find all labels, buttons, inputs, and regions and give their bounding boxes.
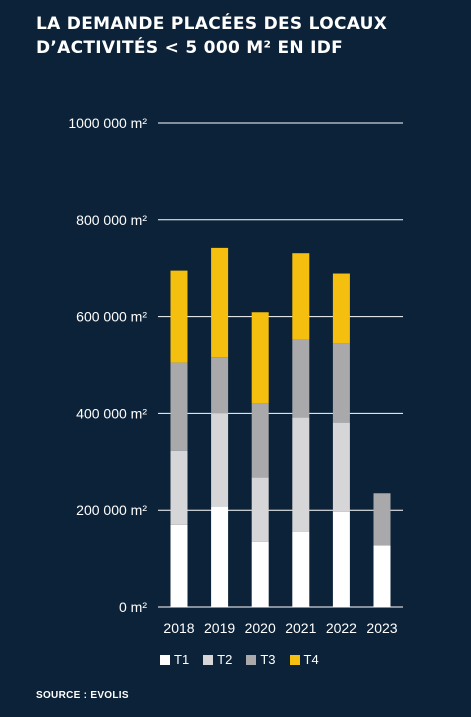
x-tick-label: 2023 bbox=[366, 620, 397, 636]
bar-segment-t4-2020 bbox=[251, 312, 269, 404]
x-tick-label: 2021 bbox=[285, 620, 316, 636]
x-tick-label: 2019 bbox=[204, 620, 235, 636]
legend-label-t4: T4 bbox=[303, 652, 319, 667]
y-tick-label: 400 000 m² bbox=[76, 405, 147, 421]
bar-segment-t3-2019 bbox=[211, 357, 229, 414]
chart-title-line-1: LA DEMANDE PLACÉES DES LOCAUX bbox=[36, 14, 388, 34]
bar-segment-t2-2019 bbox=[211, 413, 229, 507]
bar-segment-t3-2018 bbox=[170, 362, 188, 451]
chart-title-line-2: D’ACTIVITÉS < 5 000 M² EN IDF bbox=[36, 38, 344, 58]
bar-segment-t4-2022 bbox=[332, 273, 350, 344]
bar-segment-t1-2020 bbox=[251, 541, 269, 607]
legend-item-t1: T1 bbox=[160, 652, 189, 667]
legend-swatch-t1 bbox=[160, 654, 170, 665]
legend-label-t3: T3 bbox=[260, 652, 276, 667]
y-tick-label: 1000 000 m² bbox=[68, 115, 147, 131]
bar-segment-t4-2021 bbox=[292, 253, 310, 340]
legend-label-t2: T2 bbox=[217, 652, 233, 667]
x-tick-label: 2018 bbox=[163, 620, 194, 636]
bar-segment-t1-2023 bbox=[373, 545, 391, 607]
chart-legend: T1 T2 T3 T4 bbox=[160, 652, 319, 667]
legend-label-t1: T1 bbox=[174, 652, 190, 667]
bar-segment-t2-2022 bbox=[332, 422, 350, 512]
bar-segment-t2-2021 bbox=[292, 417, 310, 532]
legend-item-t4: T4 bbox=[289, 652, 319, 667]
legend-item-t3: T3 bbox=[246, 652, 276, 667]
y-tick-label: 800 000 m² bbox=[76, 212, 147, 228]
bar-segment-t4-2019 bbox=[211, 247, 229, 358]
source-note: SOURCE : EVOLIS bbox=[36, 690, 129, 701]
legend-item-t2: T2 bbox=[203, 652, 232, 667]
bar-segment-t2-2020 bbox=[251, 477, 269, 542]
legend-swatch-t2 bbox=[203, 654, 214, 665]
bar-segment-t1-2018 bbox=[170, 524, 188, 607]
y-tick-label: 200 000 m² bbox=[76, 502, 147, 518]
y-tick-label: 600 000 m² bbox=[76, 309, 147, 325]
bar-segment-t4-2018 bbox=[170, 270, 188, 363]
y-tick-label: 0 m² bbox=[119, 599, 147, 615]
bar-segment-t3-2020 bbox=[251, 403, 269, 478]
bar-segment-t1-2022 bbox=[332, 511, 350, 607]
chart-title: LA DEMANDE PLACÉES DES LOCAUX D’ACTIVITÉ… bbox=[36, 12, 456, 60]
bar-segment-t1-2019 bbox=[211, 506, 229, 607]
bar-segment-t2-2018 bbox=[170, 450, 188, 525]
x-tick-label: 2020 bbox=[245, 620, 276, 636]
x-tick-label: 2022 bbox=[326, 620, 357, 636]
bar-segment-t3-2023 bbox=[373, 493, 391, 546]
legend-swatch-t4 bbox=[289, 654, 300, 665]
legend-swatch-t3 bbox=[246, 654, 257, 665]
bar-segment-t3-2021 bbox=[292, 339, 310, 418]
bar-segment-t3-2022 bbox=[332, 343, 350, 423]
bar-segment-t1-2021 bbox=[292, 531, 310, 607]
